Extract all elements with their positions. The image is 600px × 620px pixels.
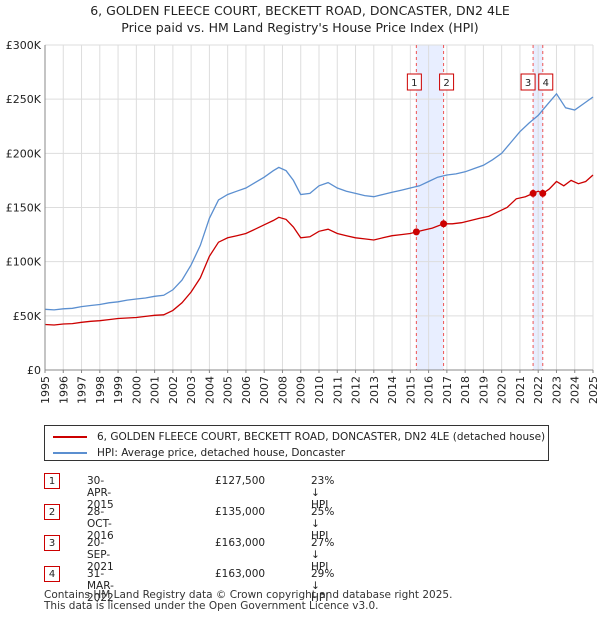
sale-hpi-diff: 25% ↓ HPI <box>311 506 335 542</box>
x-tick-label: 2012 <box>350 376 363 404</box>
x-tick-label: 2025 <box>587 376 600 404</box>
y-tick-label: £200K <box>6 147 42 160</box>
sale-label-text: 3 <box>525 78 531 89</box>
x-tick-label: 2020 <box>496 376 509 404</box>
sale-label-box <box>520 73 536 91</box>
sale-label-box <box>439 73 455 91</box>
x-tick-label: 1999 <box>112 376 125 404</box>
x-tick-label: 2004 <box>203 376 216 404</box>
sale-point-2 <box>440 220 448 228</box>
y-tick-label: £100K <box>6 256 42 269</box>
legend-item-property: 6, GOLDEN FLEECE COURT, BECKETT ROAD, DO… <box>53 429 545 444</box>
sale-price: £127,500 <box>215 475 266 487</box>
x-tick-label: 2009 <box>295 376 308 404</box>
sale-date: 20-SEP-2021 <box>87 537 114 573</box>
sale-label-4: 4 <box>538 73 554 91</box>
sale-date: 30-APR-2015 <box>87 475 114 511</box>
legend-label-hpi: HPI: Average price, detached house, Donc… <box>97 446 346 459</box>
series-line-property <box>44 174 594 326</box>
sale-price: £135,000 <box>215 506 266 518</box>
footer-line-1: Contains HM Land Registry data © Crown c… <box>44 589 453 601</box>
y-tick-label: £150K <box>6 202 42 215</box>
x-tick-label: 2008 <box>276 376 289 404</box>
x-tick-label: 1997 <box>76 376 89 404</box>
title-line-2: Price paid vs. HM Land Registry's House … <box>121 20 479 35</box>
sale-date: 31-MAR-2022 <box>87 568 114 604</box>
legend-item-hpi: HPI: Average price, detached house, Donc… <box>53 445 345 460</box>
x-tick-label: 2024 <box>569 376 582 404</box>
sale-label-1: 1 <box>406 73 422 91</box>
y-tick-label: £50K <box>13 310 42 323</box>
x-tick-label: 1995 <box>39 376 52 404</box>
sale-price: £163,000 <box>215 537 266 549</box>
sale-number-badge: 3 <box>44 535 60 551</box>
x-tick-label: 2003 <box>185 376 198 404</box>
sale-point-4 <box>539 189 547 197</box>
x-tick-label: 2016 <box>423 376 436 404</box>
sale-label-text: 2 <box>443 78 449 89</box>
x-tick-label: 2013 <box>368 376 381 404</box>
x-tick-label: 2006 <box>240 376 253 404</box>
x-tick-label: 1998 <box>94 376 107 404</box>
x-tick-label: 2022 <box>532 376 545 404</box>
x-tick-label: 2000 <box>130 376 143 404</box>
y-tick-label: £300K <box>6 39 42 52</box>
title-line-1: 6, GOLDEN FLEECE COURT, BECKETT ROAD, DO… <box>90 3 510 18</box>
legend: 6, GOLDEN FLEECE COURT, BECKETT ROAD, DO… <box>44 425 549 461</box>
x-tick-label: 2002 <box>167 376 180 404</box>
x-tick-label: 2010 <box>313 376 326 404</box>
sale-point-1 <box>412 228 420 236</box>
sale-label-box <box>538 73 554 91</box>
sale-point-3 <box>529 189 537 197</box>
sale-label-3: 3 <box>520 73 536 91</box>
sale-label-2: 2 <box>439 73 455 91</box>
sale-number-badge: 2 <box>44 504 60 520</box>
price-chart: 1 2 3 4 £0 £50K £100K £150K £200K £250K £300K 1995 1… <box>6 39 600 404</box>
x-tick-label: 2005 <box>222 376 235 404</box>
y-tick-label: £250K <box>6 93 42 106</box>
x-tick-label: 2023 <box>550 376 563 404</box>
x-tick-label: 2021 <box>514 376 527 404</box>
chart-title: 6, GOLDEN FLEECE COURT, BECKETT ROAD, DO… <box>0 2 600 36</box>
footer-line-2: This data is licensed under the Open Gov… <box>44 600 379 612</box>
sale-label-text: 1 <box>411 78 417 89</box>
sale-label-text: 4 <box>543 78 549 89</box>
legend-swatch-property <box>53 435 87 438</box>
series-line-hpi <box>44 92 594 311</box>
x-tick-label: 2007 <box>258 376 271 404</box>
x-tick-label: 2019 <box>477 376 490 404</box>
x-tick-label: 2011 <box>331 376 344 404</box>
x-tick-label: 2001 <box>149 376 162 404</box>
x-tick-label: 2014 <box>386 376 399 404</box>
sale-label-box <box>406 73 422 91</box>
sale-number-badge: 1 <box>44 473 60 489</box>
sale-hpi-diff: 27% ↓ HPI <box>311 537 335 573</box>
footer-attribution: Contains HM Land Registry data © Crown c… <box>44 590 452 612</box>
legend-swatch-hpi <box>53 451 87 454</box>
legend-label-property: 6, GOLDEN FLEECE COURT, BECKETT ROAD, DO… <box>97 430 546 443</box>
x-tick-label: 1996 <box>57 376 70 404</box>
x-tick-label: 2015 <box>404 376 417 404</box>
sale-date: 28-OCT-2016 <box>87 506 114 542</box>
sale-price: £163,000 <box>215 568 266 580</box>
sale-number-badge: 4 <box>44 566 60 582</box>
x-tick-label: 2017 <box>441 376 454 404</box>
y-tick-label: £0 <box>27 364 41 377</box>
x-tick-label: 2018 <box>459 376 472 404</box>
sale-hpi-diff: 29% ↓ HPI <box>311 568 335 604</box>
sale-hpi-diff: 23% ↓ HPI <box>311 475 335 511</box>
